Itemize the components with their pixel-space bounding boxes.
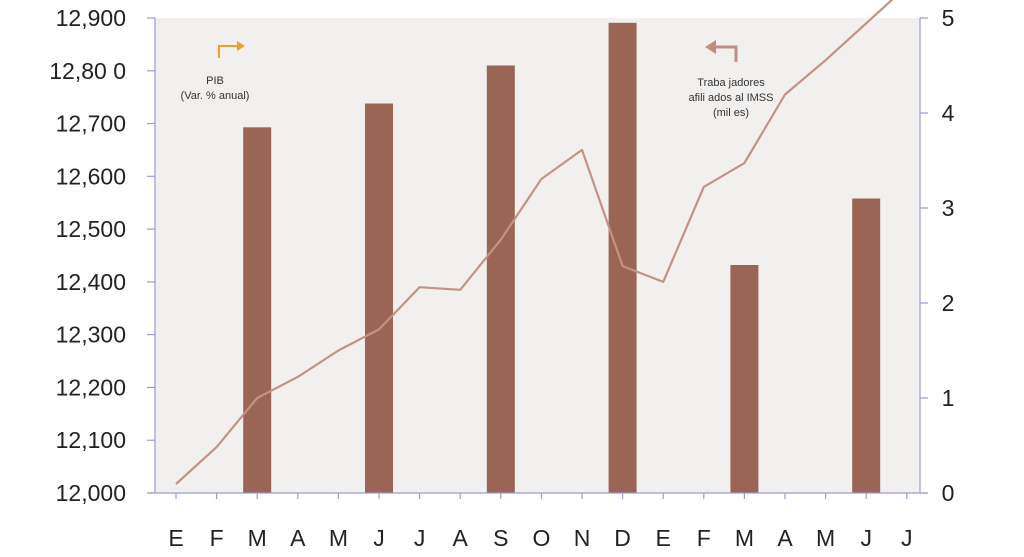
- x-tick-label: S: [493, 525, 508, 551]
- annotation-pib-text: (Var. % anual): [181, 90, 250, 102]
- left-tick-label: 12,80 0: [49, 58, 126, 84]
- left-tick-label: 12,900: [56, 5, 126, 31]
- bar-17: [852, 198, 881, 493]
- x-tick-label: M: [329, 525, 348, 551]
- annotation-pib: PIB (Var. % anual): [181, 41, 250, 102]
- right-tick-label: 2: [942, 290, 955, 316]
- x-tick-label: M: [248, 525, 267, 551]
- x-tick-label: J: [860, 525, 872, 551]
- right-tick-label: 5: [942, 5, 955, 31]
- x-tick-label: A: [453, 525, 469, 551]
- left-arrow-icon: [714, 45, 738, 62]
- x-tick-label: D: [614, 525, 631, 551]
- annotation-imss-text: (mil es): [713, 107, 749, 119]
- bar-5: [365, 103, 393, 493]
- bar-14: [730, 265, 759, 493]
- bar-8: [486, 65, 515, 493]
- arrow-head-icon: [705, 40, 716, 54]
- left-tick-label: 12,500: [56, 216, 126, 242]
- bar-2: [243, 127, 272, 494]
- line-series-imss: [175, 0, 894, 485]
- left-axis-ticks: 12,000 12,100 12,200 12,300 12,400 12,500 12,6…: [49, 5, 155, 506]
- x-tick-label: N: [574, 525, 591, 551]
- right-tick-label: 3: [942, 195, 955, 221]
- left-tick-label: 12,000: [56, 480, 126, 506]
- plot-area: [155, 18, 920, 493]
- right-tick-label: 1: [942, 385, 955, 411]
- left-tick-label: 12,200: [56, 374, 126, 400]
- x-tick-label: A: [290, 525, 306, 551]
- arrow-head-icon: [237, 41, 245, 51]
- annotation-imss-text: afili ados al IMSS: [689, 92, 774, 104]
- left-tick-label: 12,100: [56, 427, 126, 453]
- right-arrow-icon: [218, 45, 240, 58]
- annotation-imss-text: Traba jadores: [697, 77, 765, 89]
- x-tick-label: M: [816, 525, 835, 551]
- annotation-imss: Traba jadores afili ados al IMSS (mil es): [689, 40, 774, 119]
- left-tick-label: 12,700: [56, 111, 126, 137]
- left-tick-label: 12,300: [56, 322, 126, 348]
- x-tick-label: F: [210, 525, 224, 551]
- x-tick-label: E: [656, 525, 671, 551]
- x-tick-label: M: [735, 525, 754, 551]
- x-tick-label: E: [168, 525, 183, 551]
- right-tick-label: 4: [942, 100, 955, 126]
- left-tick-label: 12,400: [56, 269, 126, 295]
- x-tick-label: A: [777, 525, 793, 551]
- right-tick-label: 0: [942, 480, 955, 506]
- x-tick-label: J: [901, 525, 913, 551]
- axes: [147, 18, 928, 494]
- x-tick-label: J: [373, 525, 385, 551]
- x-tick-label: J: [414, 525, 426, 551]
- right-axis-ticks: 0 1 2 3 4 5: [920, 5, 955, 506]
- bar-11: [608, 22, 637, 494]
- left-tick-label: 12,600: [56, 163, 126, 189]
- annotation-pib-text: PIB: [206, 75, 224, 87]
- x-tick-label: O: [532, 525, 550, 551]
- x-tick-label: F: [697, 525, 711, 551]
- bar-series: [243, 22, 881, 494]
